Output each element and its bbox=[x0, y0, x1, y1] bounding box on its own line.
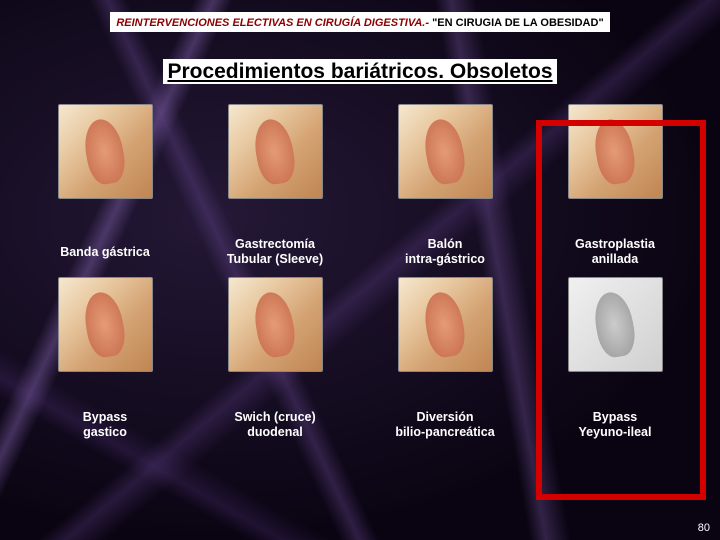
image-gastroplastia bbox=[568, 104, 663, 199]
grid-row-1: Banda gástrica GastrectomíaTubular (Slee… bbox=[20, 104, 700, 267]
label-banda-gastrica: Banda gástrica bbox=[60, 237, 150, 267]
label-gastroplastia: Gastroplastiaanillada bbox=[575, 237, 655, 267]
cell-gastroplastia: Gastroplastiaanillada bbox=[535, 104, 695, 267]
procedures-grid: Banda gástrica GastrectomíaTubular (Slee… bbox=[0, 104, 720, 440]
image-switch-duodenal bbox=[228, 277, 323, 372]
cell-bypass-gastrico: Bypassgastico bbox=[25, 277, 185, 440]
cell-balon: Balónintra-gástrico bbox=[365, 104, 525, 267]
label-gastrectomia: GastrectomíaTubular (Sleeve) bbox=[227, 237, 323, 267]
grid-row-2: Bypassgastico Swich (cruce)duodenal Dive… bbox=[20, 277, 700, 440]
label-bypass-yeyuno: BypassYeyuno-ileal bbox=[579, 410, 652, 440]
image-gastrectomia bbox=[228, 104, 323, 199]
label-switch-duodenal: Swich (cruce)duodenal bbox=[234, 410, 315, 440]
cell-gastrectomia: GastrectomíaTubular (Sleeve) bbox=[195, 104, 355, 267]
header-text-2: "EN CIRUGIA DE LA OBESIDAD" bbox=[432, 17, 604, 29]
slide-title: Procedimientos bariátricos. Obsoletos bbox=[0, 60, 720, 84]
page-number: 80 bbox=[698, 522, 710, 534]
image-banda-gastrica bbox=[58, 104, 153, 199]
image-balon bbox=[398, 104, 493, 199]
cell-bypass-yeyuno: BypassYeyuno-ileal bbox=[535, 277, 695, 440]
cell-diversion: Diversiónbilio-pancreática bbox=[365, 277, 525, 440]
label-diversion: Diversiónbilio-pancreática bbox=[395, 410, 494, 440]
image-bypass-gastrico bbox=[58, 277, 153, 372]
image-diversion bbox=[398, 277, 493, 372]
image-bypass-yeyuno bbox=[568, 277, 663, 372]
label-bypass-gastrico: Bypassgastico bbox=[83, 410, 127, 440]
slide-header: REINTERVENCIONES ELECTIVAS EN CIRUGÍA DI… bbox=[0, 0, 720, 32]
label-balon: Balónintra-gástrico bbox=[405, 237, 485, 267]
cell-switch-duodenal: Swich (cruce)duodenal bbox=[195, 277, 355, 440]
cell-banda-gastrica: Banda gástrica bbox=[25, 104, 185, 267]
title-text: Procedimientos bariátricos. Obsoletos bbox=[163, 59, 556, 84]
header-text-1: REINTERVENCIONES ELECTIVAS EN CIRUGÍA DI… bbox=[116, 17, 432, 29]
